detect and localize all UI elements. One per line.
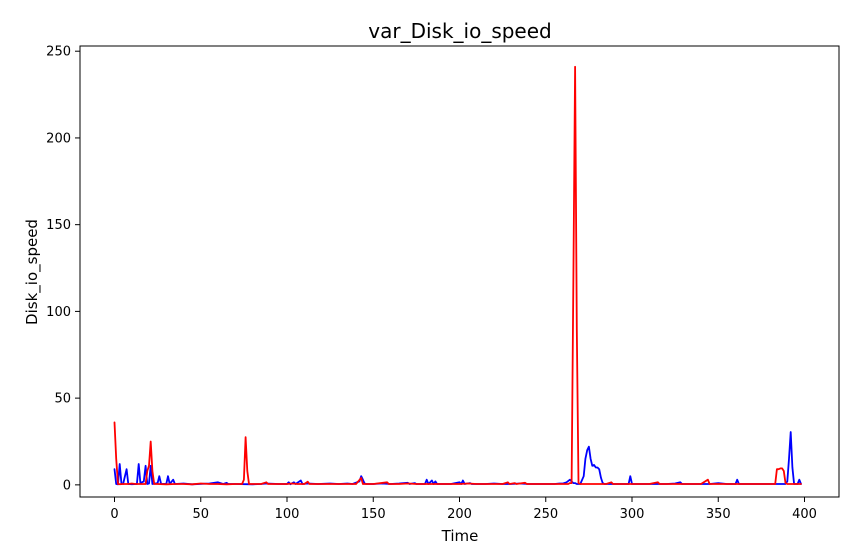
x-tick-label: 150 xyxy=(361,507,386,522)
y-tick-label: 0 xyxy=(63,478,71,493)
y-tick-label: 200 xyxy=(46,131,71,146)
series-line-2 xyxy=(113,65,802,486)
x-axis-ticks: 0 50 100 150 200 250 300 350 400 xyxy=(110,497,817,522)
y-tick-label: 50 xyxy=(54,392,71,407)
x-axis-label: Time xyxy=(441,527,479,545)
chart-title: var_Disk_io_speed xyxy=(368,19,552,43)
y-axis-label: Disk_io_speed xyxy=(23,219,42,325)
x-tick-label: 250 xyxy=(533,507,558,522)
x-tick-label: 300 xyxy=(620,507,645,522)
x-tick-label: 400 xyxy=(792,507,817,522)
series-group xyxy=(113,65,802,486)
x-tick-label: 0 xyxy=(110,507,118,522)
x-tick-label: 200 xyxy=(447,507,472,522)
y-tick-label: 250 xyxy=(46,45,71,60)
y-tick-label: 100 xyxy=(46,305,71,320)
y-axis-ticks: 0 50 100 150 200 250 xyxy=(46,45,80,493)
x-tick-label: 50 xyxy=(192,507,209,522)
x-tick-label: 100 xyxy=(275,507,300,522)
plot-frame xyxy=(79,45,840,498)
x-tick-label: 350 xyxy=(706,507,731,522)
y-tick-label: 150 xyxy=(46,218,71,233)
